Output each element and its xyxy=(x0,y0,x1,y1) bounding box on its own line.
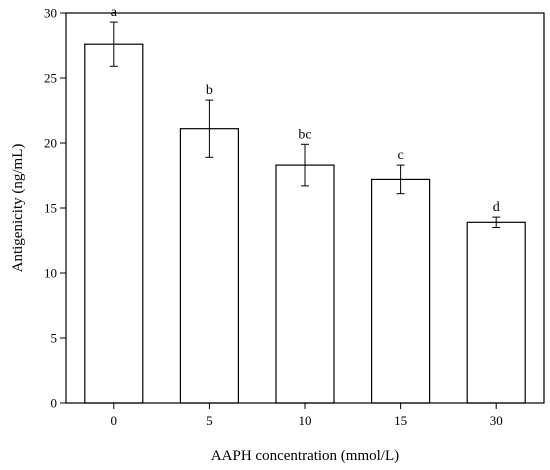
significance-label: bc xyxy=(298,127,311,142)
y-tick-label: 10 xyxy=(44,266,57,281)
y-axis-ticks: 0 5 10 15 20 25 30 xyxy=(44,6,66,411)
bar xyxy=(84,43,144,404)
y-tick-label: 15 xyxy=(44,201,57,216)
x-tick-label: 5 xyxy=(206,413,213,428)
x-axis-ticks: 0 5 10 15 30 xyxy=(111,403,503,428)
bar xyxy=(275,164,335,404)
significance-label: b xyxy=(206,83,213,98)
x-tick-label: 0 xyxy=(111,413,118,428)
bar xyxy=(371,178,431,404)
y-tick-label: 30 xyxy=(44,6,57,21)
significance-label: c xyxy=(397,148,403,163)
bar xyxy=(179,128,239,404)
significance-label: d xyxy=(493,200,500,215)
x-tick-label: 15 xyxy=(394,413,407,428)
plot-frame xyxy=(65,12,545,404)
y-axis-title: Antigenicity (ng/mL) xyxy=(10,144,26,273)
y-tick-label: 20 xyxy=(44,136,57,151)
x-tick-label: 30 xyxy=(490,413,503,428)
bar xyxy=(466,221,526,404)
x-tick-label: 10 xyxy=(299,413,312,428)
bars xyxy=(84,43,526,404)
error-bars xyxy=(109,21,501,228)
x-axis-title: AAPH concentration (mmol/L) xyxy=(211,448,399,464)
y-tick-label: 0 xyxy=(51,396,58,411)
y-tick-label: 25 xyxy=(44,71,57,86)
y-tick-label: 5 xyxy=(51,331,58,346)
